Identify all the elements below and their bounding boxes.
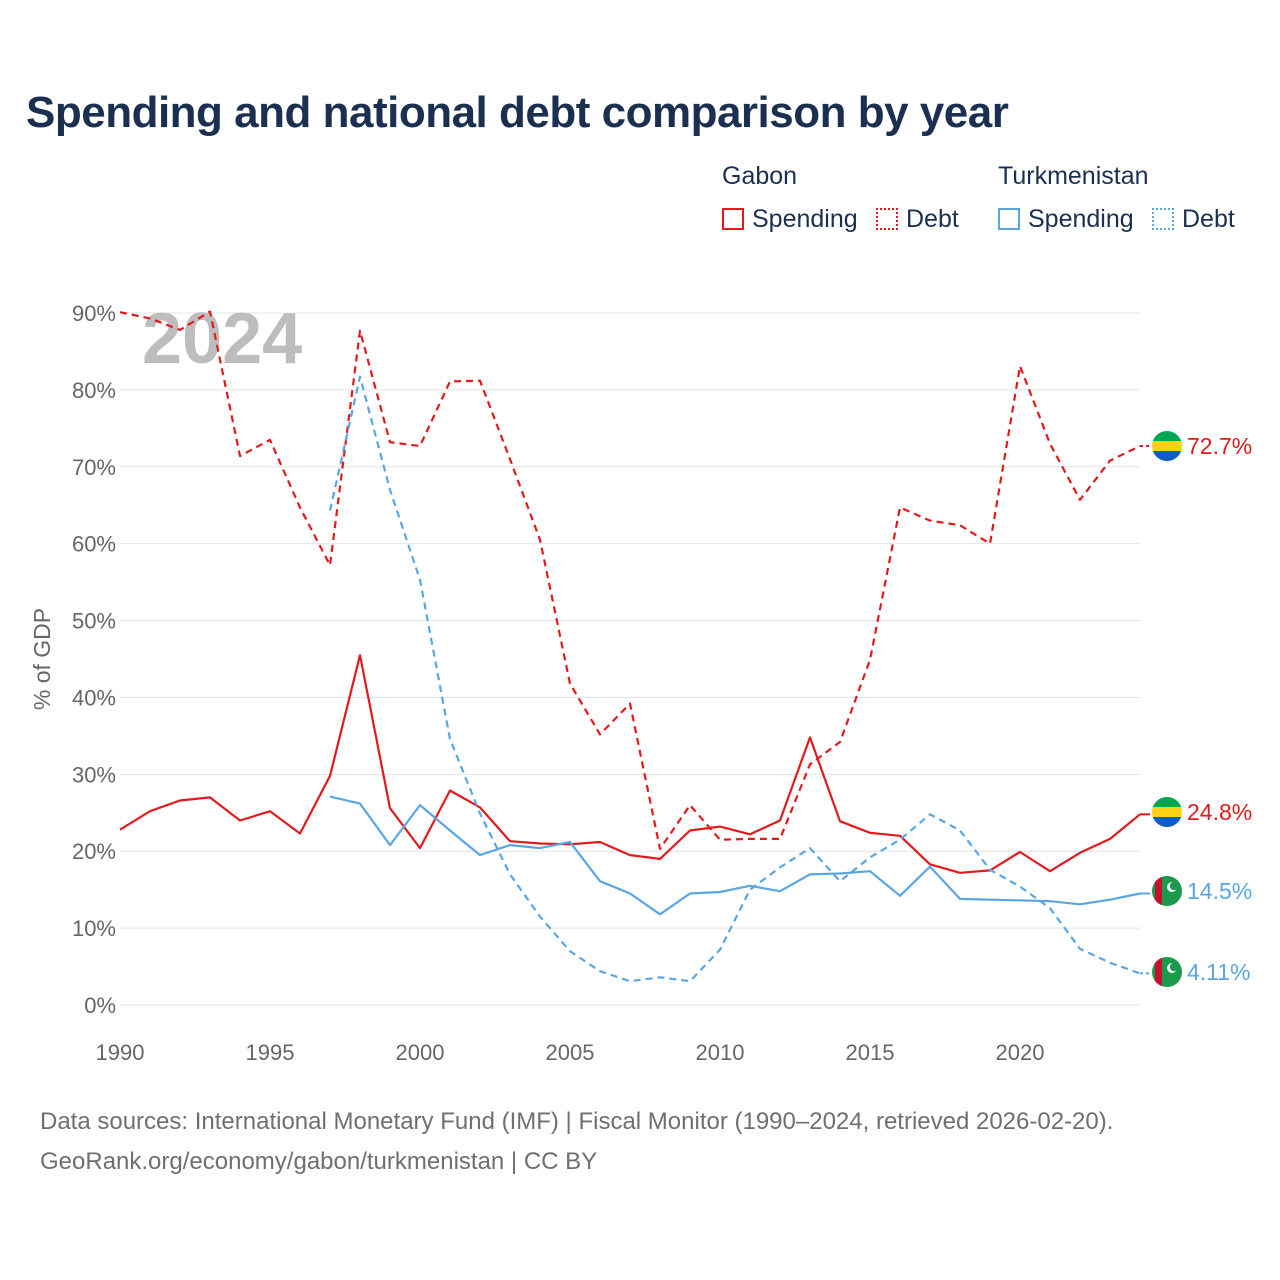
end-labels: 72.7% 24.8% 14.5% 4.11% xyxy=(1187,433,1252,985)
legend-item-turkmenistan-spending[interactable]: Spending xyxy=(998,204,1134,234)
end-label-turkmenistan-spending: 14.5% xyxy=(1187,878,1252,904)
y-tick-label: 20% xyxy=(72,839,116,864)
gabon-flag-icon xyxy=(1152,431,1182,461)
grid xyxy=(120,312,1140,1006)
y-tick-label: 0% xyxy=(84,993,116,1018)
y-axis: 0% 10% 20% 30% 40% 50% 60% 70% 80% 90% xyxy=(72,301,116,1018)
footer-sources: Data sources: International Monetary Fun… xyxy=(40,1108,1114,1135)
x-tick-label: 2015 xyxy=(846,1040,895,1065)
series-line-gabon-debt xyxy=(119,310,1141,851)
end-label-gabon-spending: 24.8% xyxy=(1187,799,1252,825)
legend-swatch-solid xyxy=(998,208,1020,230)
x-tick-label: 2010 xyxy=(696,1040,745,1065)
legend-swatch-dotted xyxy=(1152,208,1174,230)
x-axis: 1990 1995 2000 2005 2010 2015 2020 xyxy=(96,1040,1045,1065)
legend-group-gabon: Gabon xyxy=(722,162,798,190)
y-tick-label: 40% xyxy=(72,685,116,710)
x-tick-label: 1990 xyxy=(96,1040,145,1065)
x-tick-label: 2005 xyxy=(546,1040,595,1065)
legend-item-gabon-debt[interactable]: Debt xyxy=(876,204,959,234)
x-tick-label: 2020 xyxy=(996,1040,1045,1065)
series-lines xyxy=(119,310,1150,983)
series-line-turkmenistan-debt xyxy=(328,375,1141,983)
end-markers xyxy=(1152,431,1182,987)
y-tick-label: 60% xyxy=(72,532,116,557)
y-tick-label: 90% xyxy=(72,301,116,326)
turkmenistan-flag-icon xyxy=(1152,876,1182,906)
y-tick-label: 50% xyxy=(72,609,116,634)
legend-swatch-dotted xyxy=(876,208,898,230)
legend-label: Debt xyxy=(1182,204,1235,233)
y-tick-label: 70% xyxy=(72,455,116,480)
legend-label: Spending xyxy=(1028,204,1134,233)
y-tick-label: 10% xyxy=(72,916,116,941)
legend-item-turkmenistan-debt[interactable]: Debt xyxy=(1152,204,1235,234)
x-tick-label: 2000 xyxy=(396,1040,445,1065)
turkmenistan-flag-icon xyxy=(1152,957,1182,987)
legend-swatch-solid xyxy=(722,208,744,230)
series-line-gabon-spending xyxy=(119,654,1141,874)
legend-label: Debt xyxy=(906,204,959,233)
series-line-turkmenistan-spending xyxy=(329,795,1141,916)
chart-title: Spending and national debt comparison by… xyxy=(26,88,1009,137)
legend-group-turkmenistan: Turkmenistan xyxy=(998,162,1149,190)
end-label-turkmenistan-debt: 4.11% xyxy=(1187,959,1251,985)
gabon-flag-icon xyxy=(1152,797,1182,827)
y-axis-label: % of GDP xyxy=(29,608,55,710)
y-tick-label: 30% xyxy=(72,762,116,787)
year-watermark: 2024 xyxy=(142,299,302,379)
end-label-gabon-debt: 72.7% xyxy=(1187,433,1252,459)
y-tick-label: 80% xyxy=(72,378,116,403)
x-tick-label: 1995 xyxy=(246,1040,295,1065)
footer-site: GeoRank.org/economy/gabon/turkmenistan |… xyxy=(40,1148,598,1175)
legend-label: Spending xyxy=(752,204,858,233)
legend-item-gabon-spending[interactable]: Spending xyxy=(722,204,858,234)
